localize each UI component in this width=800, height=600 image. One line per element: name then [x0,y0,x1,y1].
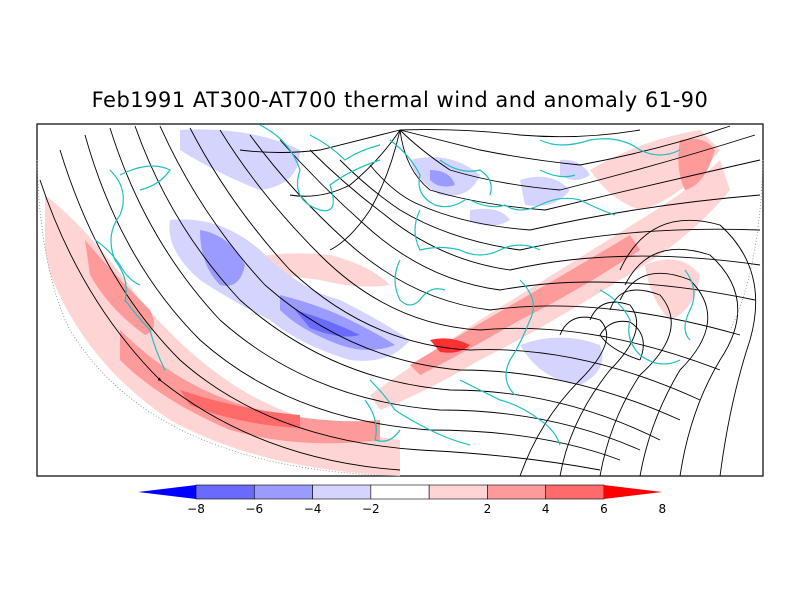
coastlines [94,124,695,446]
colorbar-box [370,484,430,500]
colorbar-tick-label: −6 [245,502,263,516]
colorbar-boxes [138,484,662,500]
colorbar-box [312,484,372,500]
colorbar-box [487,484,547,500]
map-title: Feb1991 AT300-AT700 thermal wind and ano… [91,88,709,112]
colorbar-left-arrow [138,485,196,499]
colorbar-tick-label: 4 [542,502,550,516]
colorbar-tick-labels: −8 −6 −4 −2 2 4 6 8 [187,502,666,516]
colorbar-tick-label: 2 [484,502,492,516]
positive-anomaly-shading [45,130,730,476]
thermal-wind-streamlines [39,125,761,476]
colorbar-tick-label: 8 [658,502,666,516]
colorbar-box [428,484,488,500]
colorbar-right-arrow [604,485,662,499]
colorbar-box [195,484,255,500]
colorbar-tick-label: −4 [304,502,322,516]
colorbar-box [253,484,313,500]
colorbar-tick-label: −2 [362,502,380,516]
colorbar-tick-label: 6 [600,502,608,516]
colorbar-box [545,484,605,500]
colorbar-tick-label: −8 [187,502,205,516]
